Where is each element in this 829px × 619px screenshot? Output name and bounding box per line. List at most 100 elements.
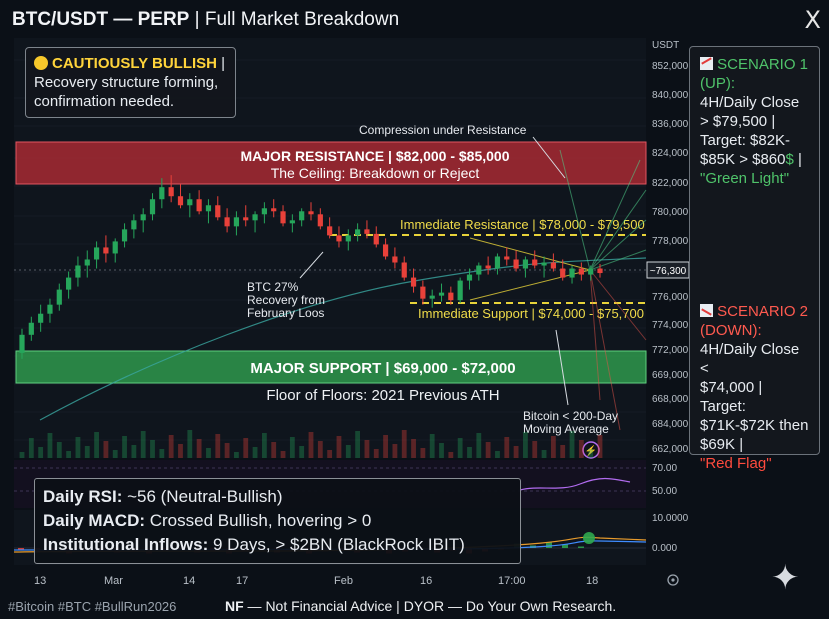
title-subtitle: | Full Market Breakdown <box>189 9 400 30</box>
scenario-up-line4a: $85K > $860 <box>700 151 786 168</box>
volume-bar <box>345 445 351 458</box>
candle-body <box>569 268 575 278</box>
candle-body <box>177 196 184 206</box>
settings-gear-icon[interactable] <box>667 574 679 586</box>
candle-body <box>448 292 454 301</box>
candle-body <box>355 229 361 236</box>
x-logo-icon[interactable]: X <box>804 6 821 34</box>
flash-icon[interactable] <box>582 441 600 459</box>
time-tick-label: 18 <box>586 575 598 587</box>
price-axis-label: USDT <box>652 40 679 51</box>
volume-bar <box>66 451 72 458</box>
price-tick-label: 662,000 <box>652 444 689 455</box>
volume-bar <box>439 443 444 458</box>
candle-body <box>299 211 305 221</box>
scenario-up-line3: Target: $82K- <box>700 132 791 149</box>
scenario-down-line4: $69K | <box>700 436 744 453</box>
price-tick-label: 824,000 <box>652 148 689 159</box>
volume-bar <box>541 450 547 458</box>
page-title: BTC/USDT — PERP | Full Market Breakdown <box>12 9 399 31</box>
volume-bar <box>243 438 249 458</box>
scenario-up-head1: SCENARIO 1 <box>717 56 809 73</box>
volume-bar <box>234 452 239 458</box>
macd-hist-bar <box>18 548 24 550</box>
candle-body <box>28 322 34 335</box>
rsi-label: Daily RSI: <box>43 487 123 506</box>
rsi-tick-50: 50.00 <box>652 486 677 497</box>
macd-hist-bar <box>546 542 552 548</box>
candle-body <box>541 262 547 266</box>
candle-body <box>112 241 118 254</box>
volume-bar <box>550 436 556 458</box>
scenario-down-head1: SCENARIO 2 <box>717 303 809 320</box>
time-axis: 13 Mar 14 17 Feb 16 17:00 18 <box>34 575 598 587</box>
macd-tick-0: 0.000 <box>652 543 677 554</box>
volume-bar <box>420 448 426 458</box>
candle-body <box>149 199 156 215</box>
candle-body <box>66 277 72 290</box>
candle-body <box>84 259 90 266</box>
candle-body <box>289 220 295 224</box>
price-axis: 852,000 840,000 836,000 824,000 822,000 780,0… <box>652 61 689 455</box>
volume-bar <box>392 444 398 458</box>
title-instrument: BTC/USDT — PERP <box>12 9 190 30</box>
volume-bar <box>28 438 34 458</box>
sentiment-label: CAUTIOUSLY BULLISH <box>52 55 218 72</box>
candle-body <box>38 313 44 323</box>
candle-body <box>252 214 258 221</box>
candle-body <box>382 244 389 257</box>
scenario-down-head2: (DOWN): <box>700 322 762 339</box>
scenario-up-line4c: | <box>793 151 802 168</box>
price-tick-label: 840,000 <box>652 90 689 101</box>
price-tick-label: 772,000 <box>652 345 689 356</box>
sparkle-icon: ✦ <box>771 559 800 597</box>
disclaimer-nf: NF <box>225 598 244 614</box>
scenario-down: SCENARIO 2 (DOWN): 4H/Daily Close < $74,… <box>700 302 809 473</box>
time-tick-label: 16 <box>420 575 432 587</box>
scenario-up-line2: > $79,500 | <box>700 113 776 130</box>
volume-bar <box>84 446 90 458</box>
candle-body <box>308 211 314 215</box>
volume-bar <box>355 431 361 458</box>
sentiment-callout: CAUTIOUSLY BULLISH | Recovery structure … <box>25 47 236 118</box>
candle-body <box>75 265 81 278</box>
resistance-zone-title: MAJOR RESISTANCE | $82,000 - $85,000 <box>241 148 510 164</box>
volume-bar <box>327 450 333 458</box>
candle-body <box>103 247 109 254</box>
disclaimer-text: — Not Financial Advice | DYOR — Do Your … <box>243 598 617 614</box>
price-tick-label: 852,000 <box>652 61 689 72</box>
volume-bar <box>261 433 267 458</box>
volume-bar <box>178 444 183 458</box>
candle-body <box>457 280 463 301</box>
candle-body <box>243 217 249 221</box>
time-tick-label: 13 <box>34 575 46 587</box>
candle-body <box>392 256 398 263</box>
chart-up-icon <box>700 57 713 70</box>
moving-average-line <box>39 257 647 421</box>
volume-bar <box>336 436 342 458</box>
volume-bar <box>597 435 603 458</box>
candle-body <box>224 217 230 227</box>
volume-bar <box>140 431 146 458</box>
ma200-annotation-line1: Bitcoin < 200-Day <box>523 409 618 423</box>
volume-bar <box>252 447 258 458</box>
candle-body <box>205 205 212 212</box>
candle-body <box>522 259 529 269</box>
scenario-up-head2: (UP): <box>700 75 735 92</box>
macd-label: Daily MACD: <box>43 511 146 530</box>
candle-body <box>93 247 100 260</box>
candle-body <box>121 229 128 242</box>
scenario-down-line2: $74,000 | Target: <box>700 379 763 415</box>
bearish-rays <box>589 269 647 431</box>
volume-bar <box>94 432 99 458</box>
candle-body <box>410 277 417 287</box>
volume-bar <box>364 440 370 458</box>
price-tick-label: 776,000 <box>652 292 689 303</box>
macd-tick-10: 10.0000 <box>652 513 689 524</box>
volume-bar <box>19 452 25 458</box>
candle-body <box>345 235 351 242</box>
volume-bar <box>56 442 62 458</box>
compression-annotation: Compression under Resistance <box>359 123 527 137</box>
candle-body <box>47 304 53 314</box>
price-tick-label: 822,000 <box>652 178 689 189</box>
